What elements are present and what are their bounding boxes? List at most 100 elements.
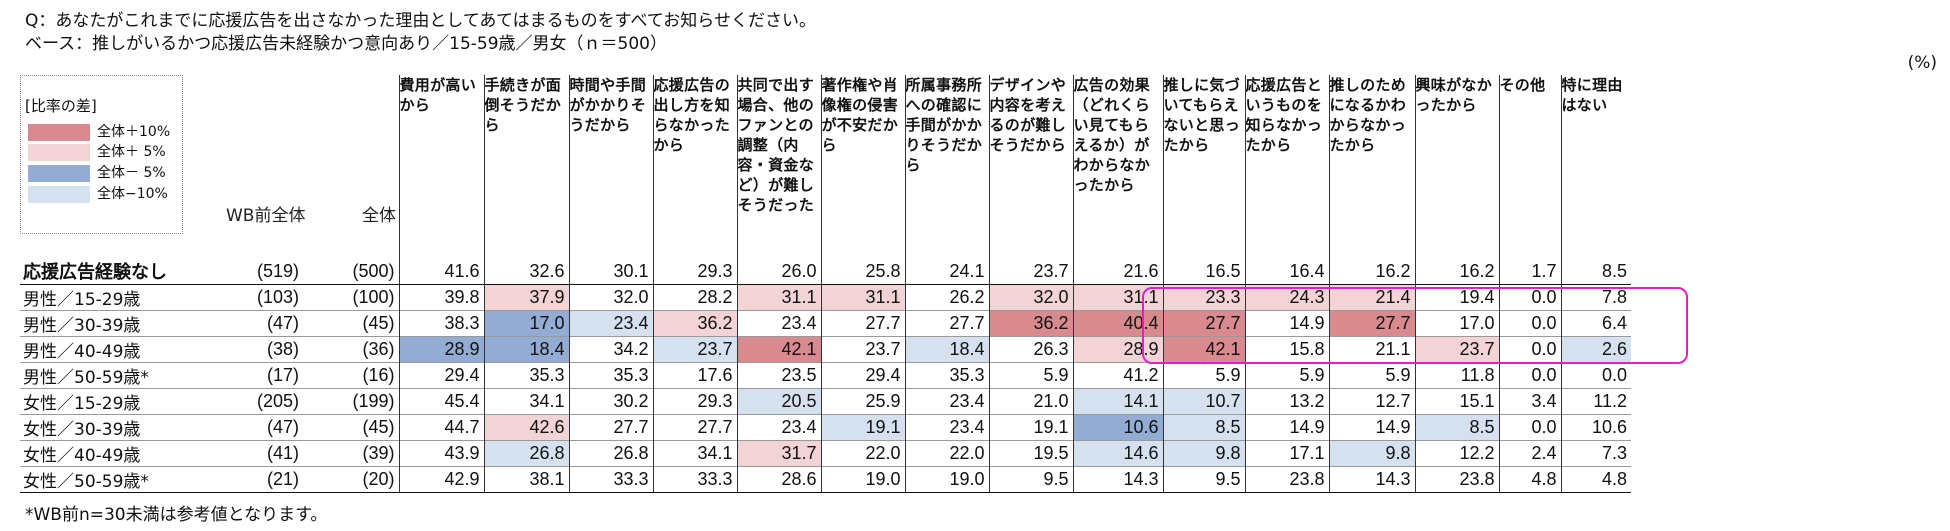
value-cell: 41.6 [398,258,484,285]
sample-size: (39) [303,440,399,467]
value-cell: 27.7 [820,310,905,337]
value-cell: 15.8 [1244,336,1329,363]
value-cell: 28.9 [1072,336,1163,363]
value-cell: 0.0 [1560,362,1631,389]
value-cell: 19.1 [988,414,1073,441]
table-row: 男性／50-59歳* (17) (16) 29.4 35.3 35.3 17.6 23.5 29… [20,362,1631,389]
value-cell: 29.3 [652,388,737,415]
column-header: 応援広告の出し方を知らなかったから [652,75,737,258]
legend-swatch [28,144,90,161]
value-cell: 29.4 [398,362,484,389]
value-cell: 0.0 [1498,362,1561,389]
value-cell: 0.0 [1498,310,1561,337]
column-header: 著作権や肖像権の侵害が不安だから [820,75,905,258]
value-cell: 27.7 [652,414,737,441]
value-cell: 35.3 [483,362,569,389]
table-row: 女性／40-49歳 (41) (39) 43.9 26.8 26.8 34.1 31.7 22.… [20,440,1631,467]
value-cell: 4.8 [1560,466,1631,493]
value-cell: 17.0 [483,310,569,337]
column-header: 手続きが面倒そうだから [483,75,569,258]
value-cell: 25.9 [820,388,905,415]
total-header: 全体 [362,206,396,226]
value-cell: 17.6 [652,362,737,389]
sample-size: (45) [303,310,399,337]
wb-sample-size: (519) [220,258,303,285]
value-cell: 23.4 [904,414,989,441]
value-cell: 8.5 [1162,414,1245,441]
value-cell: 11.8 [1414,362,1499,389]
value-cell: 0.0 [1498,414,1561,441]
legend-label: 全体－ 5% [97,165,166,181]
table-row: 女性／30-39歳 (47) (45) 44.7 42.6 27.7 27.7 23.4 19.… [20,414,1631,441]
legend-swatch [28,124,90,141]
column-header: 広告の効果（どれくらい見てもらえるか）がわからなかったから [1072,75,1163,258]
legend-label: 全体−10% [97,186,168,202]
legend-label: 全体＋ 5% [97,144,166,160]
value-cell: 23.8 [1414,466,1499,493]
value-cell: 31.1 [820,284,905,311]
value-cell: 34.1 [652,440,737,467]
value-cell: 34.1 [483,388,569,415]
value-cell: 23.4 [904,388,989,415]
value-cell: 32.0 [568,284,653,311]
value-cell: 31.7 [736,440,821,467]
value-cell: 34.2 [568,336,653,363]
column-header: 興味がなかったから [1414,75,1499,258]
column-header: 共同で出す場合、他のファンとの調整（内容・資金など）が難しそうだった [736,75,821,258]
table-row: 女性／15-29歳 (205) (199) 45.4 34.1 30.2 29.3 20.5 2… [20,388,1631,415]
value-cell: 10.7 [1162,388,1245,415]
value-cell: 26.0 [736,258,821,285]
value-cell: 30.2 [568,388,653,415]
value-cell: 19.4 [1414,284,1499,311]
row-label: 女性／30-39歳 [20,414,220,441]
value-cell: 0.0 [1498,336,1561,363]
value-cell: 22.0 [904,440,989,467]
value-cell: 20.5 [736,388,821,415]
table-row: 男性／15-29歳 (103) (100) 39.8 37.9 32.0 28.2 31.1 3… [20,284,1631,311]
value-cell: 23.8 [1244,466,1329,493]
sample-size: (199) [303,388,399,415]
value-cell: 45.4 [398,388,484,415]
table-row: 男性／40-49歳 (38) (36) 28.9 18.4 34.2 23.7 42.1 23.… [20,336,1631,363]
value-cell: 1.7 [1498,258,1561,285]
column-header: 費用が高いから [398,75,484,258]
unit-label: (%) [1907,53,1937,73]
value-cell: 41.2 [1072,362,1163,389]
column-header: 時間や手間がかかりそうだから [568,75,653,258]
value-cell: 28.6 [736,466,821,493]
value-cell: 27.7 [904,310,989,337]
value-cell: 23.7 [988,258,1073,285]
value-cell: 6.4 [1560,310,1631,337]
value-cell: 16.2 [1414,258,1499,285]
value-cell: 13.2 [1244,388,1329,415]
value-cell: 35.3 [904,362,989,389]
value-cell: 39.8 [398,284,484,311]
wb-sample-size: (38) [220,336,303,363]
legend-box [20,75,183,234]
value-cell: 35.3 [568,362,653,389]
legend-swatch [28,165,90,182]
row-label: 女性／40-49歳 [20,440,220,467]
value-cell: 3.4 [1498,388,1561,415]
value-cell: 9.5 [988,466,1073,493]
column-header: 応援広告というものを知らなかったから [1244,75,1329,258]
sample-size: (20) [303,466,399,493]
value-cell: 10.6 [1560,414,1631,441]
row-label: 女性／15-29歳 [20,388,220,415]
value-cell: 21.0 [988,388,1073,415]
value-cell: 28.9 [398,336,484,363]
value-cell: 12.2 [1414,440,1499,467]
sample-size: (100) [303,284,399,311]
value-cell: 37.9 [483,284,569,311]
value-cell: 21.4 [1328,284,1415,311]
value-cell: 11.2 [1560,388,1631,415]
table-row: 女性／50-59歳* (21) (20) 42.9 38.1 33.3 33.3 28.6 19… [20,466,1631,493]
value-cell: 10.6 [1072,414,1163,441]
value-cell: 22.0 [820,440,905,467]
column-header: 推しのためになるかわからなかったから [1328,75,1415,258]
value-cell: 26.2 [904,284,989,311]
value-cell: 12.7 [1328,388,1415,415]
column-header: その他 [1498,75,1561,258]
value-cell: 27.7 [568,414,653,441]
value-cell: 19.0 [904,466,989,493]
